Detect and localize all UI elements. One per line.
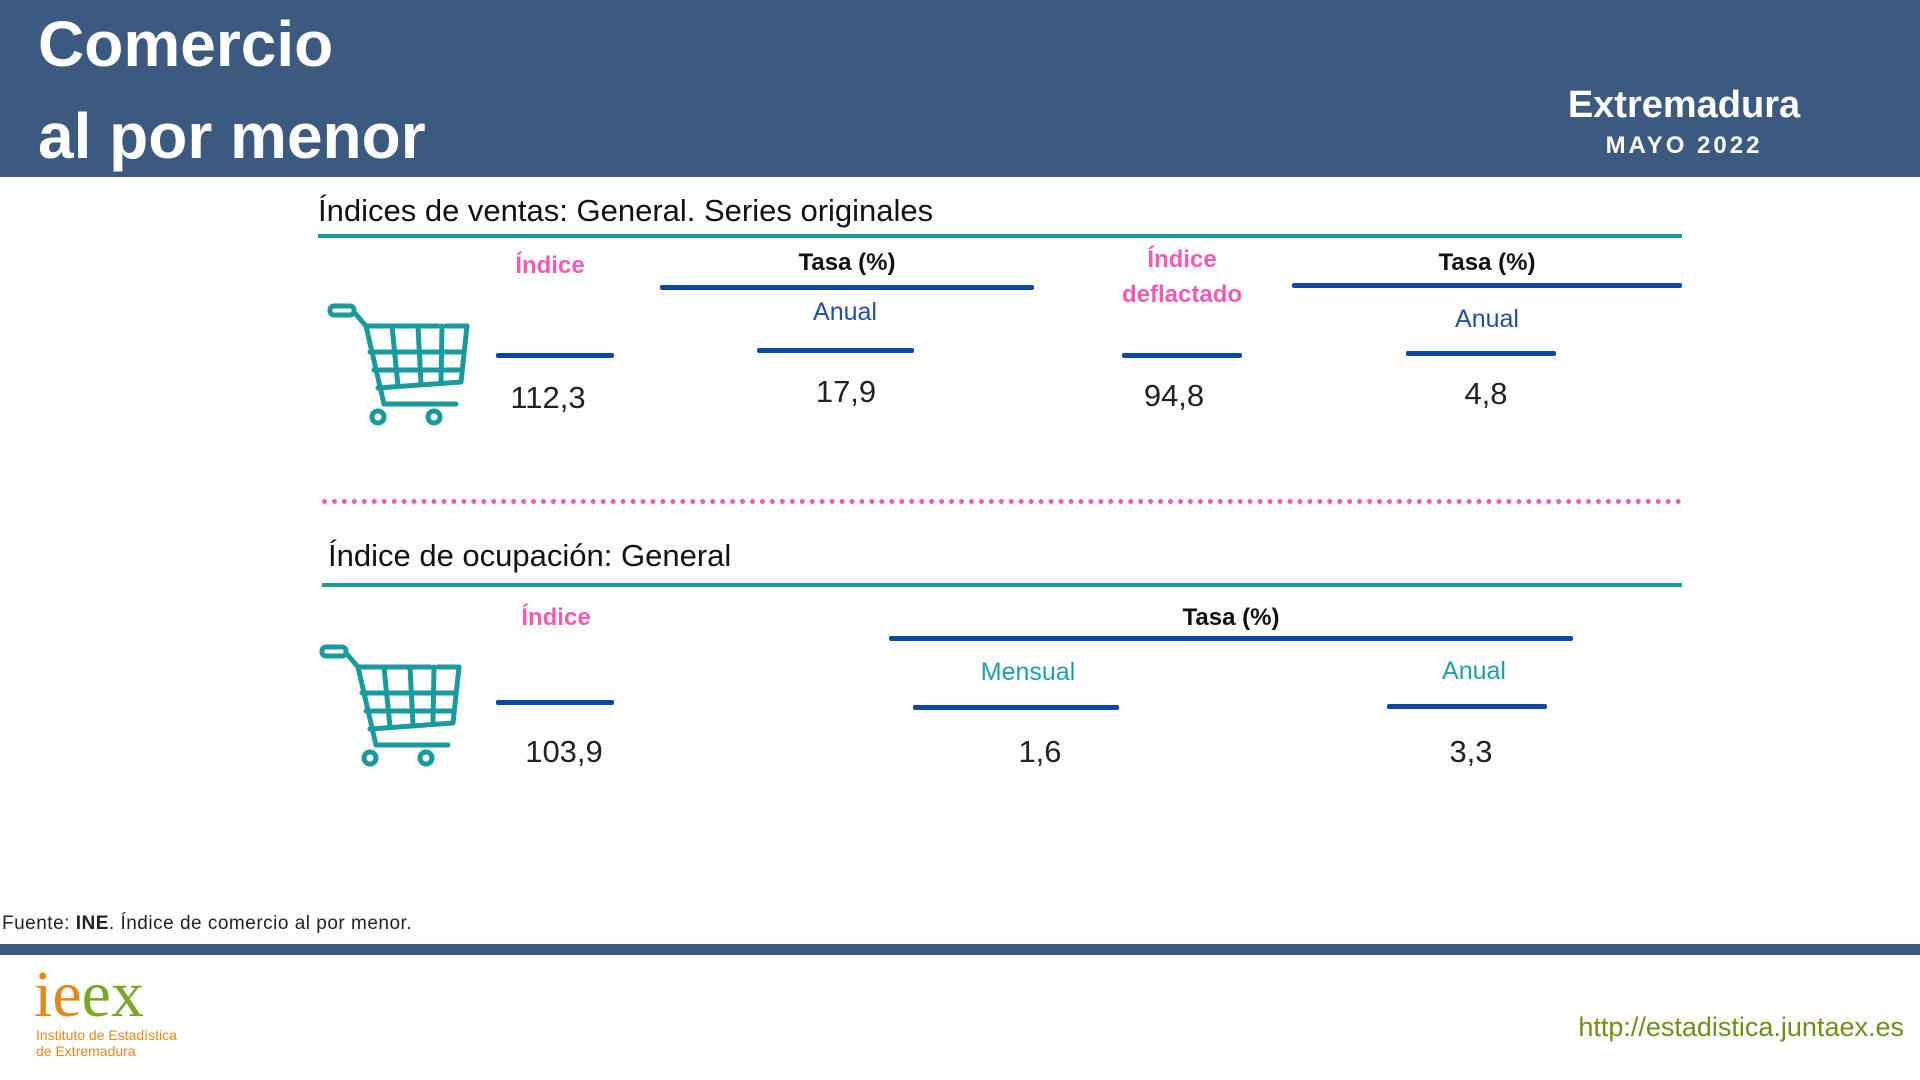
footer-bar bbox=[0, 944, 1920, 955]
period-label: MAYO 2022 bbox=[1605, 132, 1763, 159]
s2-tasa-rule bbox=[889, 636, 1573, 641]
s2-indice-label: Índice bbox=[521, 604, 591, 631]
s2-anual-label: Anual bbox=[1442, 657, 1506, 685]
region-label: Extremadura bbox=[1567, 84, 1801, 126]
ieex-logo: ieex bbox=[34, 962, 144, 1028]
s1-tasa1-sub: Anual bbox=[813, 298, 877, 326]
s1-tasa2-value: 4,8 bbox=[1464, 376, 1508, 411]
source-description: . Índice de comercio al por menor. bbox=[108, 913, 413, 934]
section2-title: Índice de ocupación: General bbox=[328, 538, 732, 573]
source-note: Fuente: INE. Índice de comercio al por m… bbox=[2, 913, 412, 935]
page-title-line2: al por menor bbox=[38, 100, 426, 172]
s1-deflactado-rule bbox=[1122, 353, 1242, 358]
s1-tasa1-value: 17,9 bbox=[815, 374, 877, 409]
website-link[interactable]: http://estadistica.juntaex.es bbox=[1578, 1012, 1904, 1042]
logo-letter-i: i bbox=[34, 958, 53, 1031]
s1-tasa1-sub-rule bbox=[757, 348, 914, 353]
s1-deflactado-label-line1: Índice bbox=[1147, 246, 1217, 273]
s1-deflactado-label-line2: deflactado bbox=[1121, 281, 1243, 308]
shopping-cart-icon bbox=[327, 303, 470, 426]
s1-tasa2-label: Tasa (%) bbox=[1438, 249, 1536, 276]
s2-tasa-label: Tasa (%) bbox=[1182, 604, 1280, 631]
s1-tasa1-label: Tasa (%) bbox=[798, 249, 896, 276]
section1-rule bbox=[318, 234, 1682, 238]
s2-indice-value: 103,9 bbox=[525, 734, 603, 769]
s2-mensual-label: Mensual bbox=[980, 658, 1076, 686]
s1-deflactado-value: 94,8 bbox=[1143, 378, 1205, 413]
s1-tasa2-sub: Anual bbox=[1455, 305, 1519, 333]
header-banner bbox=[0, 0, 1920, 177]
source-prefix: Fuente: bbox=[2, 913, 76, 934]
s1-indice-rule bbox=[496, 353, 614, 358]
section2-rule bbox=[322, 583, 1682, 587]
s2-mensual-value: 1,6 bbox=[1018, 734, 1062, 769]
shopping-cart-icon bbox=[319, 644, 462, 767]
s1-indice-value: 112,3 bbox=[510, 380, 586, 415]
s2-anual-rule bbox=[1387, 704, 1547, 709]
logo-letter-x: x bbox=[110, 958, 144, 1031]
s2-anual-value: 3,3 bbox=[1449, 734, 1493, 769]
section-divider bbox=[322, 499, 1682, 504]
s1-indice-label: Índice bbox=[515, 252, 585, 279]
logo-letter-e2: e bbox=[81, 958, 111, 1031]
logo-letter-e1: e bbox=[52, 958, 82, 1031]
s2-mensual-rule bbox=[913, 705, 1119, 710]
logo-subtitle-line2: de Extremadura bbox=[36, 1043, 136, 1059]
source-org: INE bbox=[75, 913, 109, 934]
section1-title: Índices de ventas: General. Series origi… bbox=[318, 193, 934, 228]
s1-tasa2-rule bbox=[1292, 283, 1682, 288]
logo-subtitle-line1: Instituto de Estadística bbox=[36, 1027, 177, 1043]
s1-tasa2-sub-rule bbox=[1406, 351, 1556, 356]
s1-tasa1-rule bbox=[660, 285, 1034, 290]
s2-indice-rule bbox=[496, 700, 614, 705]
page-title-line1: Comercio bbox=[38, 8, 334, 80]
